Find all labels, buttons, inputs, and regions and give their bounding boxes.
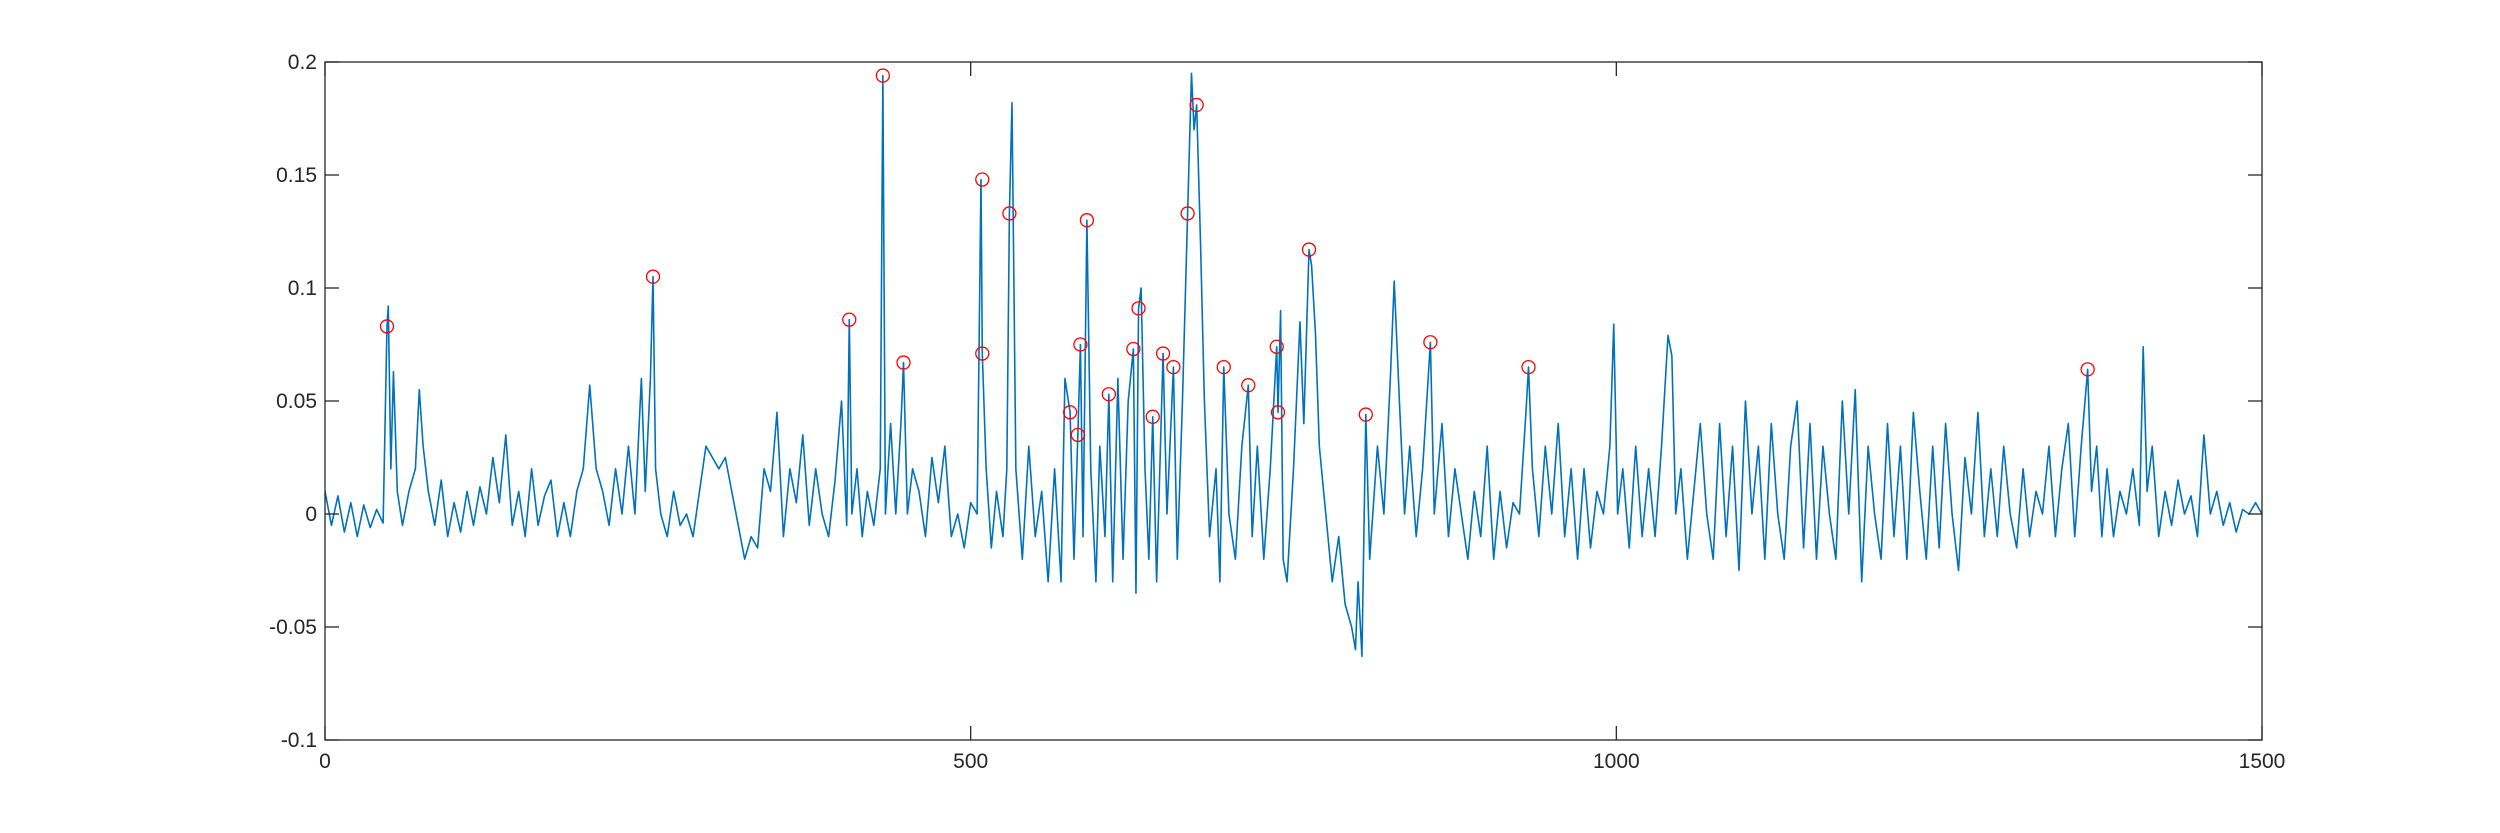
y-tick-label: -0.05 xyxy=(269,616,317,639)
peak-marker xyxy=(875,68,891,83)
peak-marker xyxy=(1155,346,1171,361)
peak-marker xyxy=(1241,378,1256,393)
peak-marker xyxy=(645,269,661,284)
peak-marker xyxy=(1216,359,1231,375)
peak-marker xyxy=(896,355,911,370)
y-tick-label: 0 xyxy=(305,503,317,526)
peak-marker xyxy=(1423,335,1438,350)
peak-marker xyxy=(1002,206,1017,221)
x-tick-label: 500 xyxy=(953,750,988,773)
peak-marker xyxy=(1166,359,1181,375)
signal-line xyxy=(324,72,2263,658)
peak-marker xyxy=(975,172,990,187)
y-tick-label: 0.15 xyxy=(276,164,317,187)
peak-marker xyxy=(1269,339,1284,354)
peak-marker xyxy=(1145,409,1160,424)
plot-area xyxy=(325,62,2262,740)
peak-marker xyxy=(1180,206,1195,221)
peak-marker xyxy=(1062,405,1078,420)
y-tick-label: -0.1 xyxy=(281,729,317,752)
peak-marker xyxy=(1358,407,1373,422)
peak-marker xyxy=(1301,242,1317,257)
peak-marker xyxy=(379,319,395,334)
peak-marker xyxy=(1126,341,1141,357)
y-tick-label: 0.2 xyxy=(288,51,317,74)
y-tick-label: 0.05 xyxy=(276,390,317,413)
y-tick-label: 0.1 xyxy=(288,277,317,300)
peak-marker xyxy=(842,312,857,327)
peak-marker xyxy=(1070,427,1085,443)
peak-marker xyxy=(1270,405,1286,420)
peak-marker xyxy=(1521,359,1536,375)
peak-marker xyxy=(1131,301,1146,316)
peak-marker xyxy=(1101,387,1116,402)
peak-marker xyxy=(1079,213,1095,228)
peak-marker xyxy=(1189,97,1204,113)
x-tick-label: 1500 xyxy=(2239,750,2286,773)
x-tick-label: 0 xyxy=(319,750,331,773)
x-tick-label: 1000 xyxy=(1593,750,1640,773)
peak-marker xyxy=(1073,337,1088,352)
peak-marker xyxy=(975,346,990,361)
peak-marker xyxy=(2080,362,2095,377)
